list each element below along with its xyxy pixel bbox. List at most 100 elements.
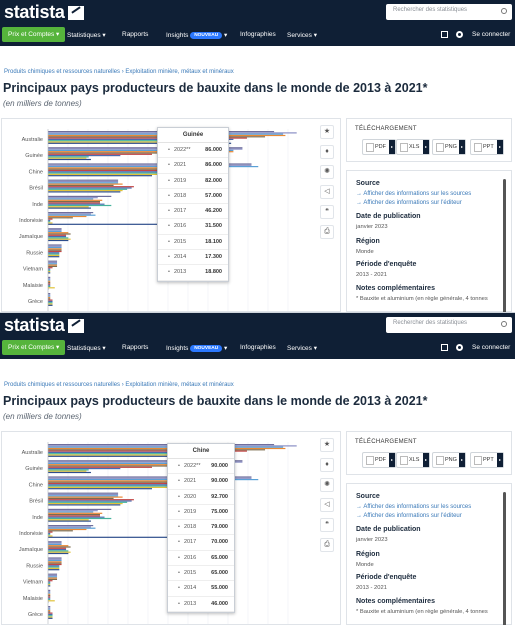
login-link[interactable]: Se connecter: [472, 344, 511, 351]
nav-item[interactable]: Rapports: [122, 344, 149, 351]
bar-grèce-2015[interactable]: [48, 615, 53, 617]
search-icon[interactable]: [501, 321, 507, 327]
bar-russie-2013[interactable]: [48, 256, 60, 258]
bar-vietnam-2013[interactable]: [48, 272, 51, 274]
bar-malaisie-2022**[interactable]: [48, 276, 51, 278]
bar-vietnam-2022**[interactable]: [48, 260, 58, 262]
search-input[interactable]: Rechercher des statistiques: [386, 4, 512, 20]
bar-brésil-2013[interactable]: [48, 191, 121, 193]
bar-jamaïque-2022**[interactable]: [48, 228, 62, 230]
bar-guinée-2022**[interactable]: [48, 460, 243, 462]
bar-inde-2019[interactable]: [48, 512, 103, 514]
bar-inde-2017[interactable]: [48, 202, 100, 204]
bar-australie-2015[interactable]: [48, 453, 229, 455]
bar-guinée-2017[interactable]: [48, 153, 152, 155]
share-icon[interactable]: ◁: [320, 185, 334, 199]
bar-vietnam-2021[interactable]: [48, 574, 58, 577]
bar-grèce-2018[interactable]: [48, 611, 51, 613]
bar-inde-2015[interactable]: [48, 517, 112, 520]
bar-malaisie-2019[interactable]: [48, 280, 51, 282]
bar-malaisie-2021[interactable]: [48, 278, 51, 280]
bar-vietnam-2021[interactable]: [48, 261, 58, 264]
bar-indonésie-2015[interactable]: [48, 534, 51, 536]
bar-australie-2014[interactable]: [48, 141, 227, 143]
bar-chine-2017[interactable]: [48, 169, 207, 172]
bar-brésil-2018[interactable]: [48, 497, 114, 499]
breadcrumb[interactable]: Produits chimiques et ressources naturel…: [4, 69, 234, 75]
bar-russie-2014[interactable]: [48, 567, 60, 569]
bar-grèce-2014[interactable]: [48, 303, 53, 305]
bar-australie-2018[interactable]: [48, 449, 266, 451]
bar-guinée-2016[interactable]: [48, 468, 121, 470]
bar-australie-2018[interactable]: [48, 136, 266, 138]
bar-chine-2017[interactable]: [48, 482, 207, 485]
statista-logo[interactable]: statista: [4, 2, 84, 23]
bar-indonésie-2019[interactable]: [48, 215, 87, 218]
bar-indonésie-2020[interactable]: [48, 527, 96, 529]
bar-malaisie-2020[interactable]: [48, 279, 51, 281]
bar-chine-2019[interactable]: [48, 480, 218, 482]
bar-inde-2018[interactable]: [48, 201, 100, 203]
bar-chine-2020[interactable]: [48, 479, 259, 481]
bar-australie-2016[interactable]: [48, 138, 234, 140]
bar-russie-2018[interactable]: [48, 249, 62, 251]
share-icon[interactable]: ◁: [320, 498, 334, 512]
bar-inde-2014[interactable]: [48, 519, 89, 521]
bar-jamaïque-2019[interactable]: [48, 232, 69, 234]
bar-malaisie-2018[interactable]: [48, 282, 51, 284]
bar-chine-2014[interactable]: [48, 173, 173, 175]
bar-brésil-2020[interactable]: [48, 495, 119, 497]
bar-jamaïque-2018[interactable]: [48, 546, 71, 548]
bar-vietnam-2020[interactable]: [48, 576, 58, 578]
bar-vietnam-2016[interactable]: [48, 581, 51, 583]
quote-icon[interactable]: ❝: [320, 205, 334, 219]
bar-inde-2014[interactable]: [48, 206, 89, 208]
bar-inde-2021[interactable]: [48, 510, 98, 512]
bar-australie-2016[interactable]: [48, 451, 234, 453]
bar-russie-2020[interactable]: [48, 247, 62, 249]
bar-indonésie-2014[interactable]: [48, 222, 53, 224]
bar-australie-2019[interactable]: [48, 447, 286, 450]
bar-jamaïque-2016[interactable]: [48, 236, 67, 238]
bar-russie-2020[interactable]: [48, 560, 62, 562]
search-input[interactable]: Rechercher des statistiques: [386, 317, 512, 333]
bar-guinée-2015[interactable]: [48, 469, 89, 471]
bar-indonésie-2019[interactable]: [48, 528, 87, 531]
bar-vietnam-2014[interactable]: [48, 271, 51, 273]
nav-item[interactable]: Infographies: [240, 344, 276, 351]
bar-grèce-2016[interactable]: [48, 300, 53, 302]
publisher-link[interactable]: → Afficher des informations sur l'éditeu…: [356, 513, 462, 519]
bar-inde-2016[interactable]: [48, 203, 105, 205]
bar-indonésie-2020[interactable]: [48, 214, 96, 216]
download-pdf-button[interactable]: PDF ▸: [362, 452, 396, 468]
nav-insights[interactable]: Insights NOUVEAU ▾: [166, 32, 228, 39]
bar-jamaïque-2021[interactable]: [48, 229, 62, 231]
bar-guinée-2013[interactable]: [48, 158, 91, 161]
nav-item[interactable]: Services ▾: [287, 345, 317, 352]
bar-jamaïque-2021[interactable]: [48, 542, 62, 544]
bar-russie-2022**[interactable]: [48, 557, 62, 559]
bar-inde-2020[interactable]: [48, 511, 94, 513]
bar-russie-2015[interactable]: [48, 253, 60, 255]
bar-guinée-2013[interactable]: [48, 471, 91, 474]
bell-icon[interactable]: ♦: [320, 145, 334, 159]
bar-russie-2022**[interactable]: [48, 244, 62, 246]
bar-russie-2017[interactable]: [48, 250, 62, 253]
bar-vietnam-2017[interactable]: [48, 580, 53, 582]
bar-vietnam-2015[interactable]: [48, 582, 51, 584]
bar-malaisie-2017[interactable]: [48, 596, 51, 598]
bar-indonésie-2016[interactable]: [48, 219, 51, 221]
pricing-button[interactable]: Prix et Comptes ▾: [2, 340, 66, 355]
bar-grèce-2019[interactable]: [48, 609, 51, 612]
source-link[interactable]: → Afficher des informations sur les sour…: [356, 504, 472, 510]
bar-grèce-2014[interactable]: [48, 616, 53, 618]
bar-guinée-2019[interactable]: [48, 464, 234, 466]
bar-brésil-2021[interactable]: [48, 180, 119, 183]
bar-jamaïque-2017[interactable]: [48, 547, 67, 549]
bar-guinée-2019[interactable]: [48, 151, 234, 153]
bar-australie-2014[interactable]: [48, 454, 227, 456]
bar-inde-2013[interactable]: [48, 520, 91, 522]
bar-malaisie-2022**[interactable]: [48, 589, 51, 591]
bar-chine-2022**[interactable]: [48, 163, 252, 165]
bar-russie-2013[interactable]: [48, 569, 60, 571]
